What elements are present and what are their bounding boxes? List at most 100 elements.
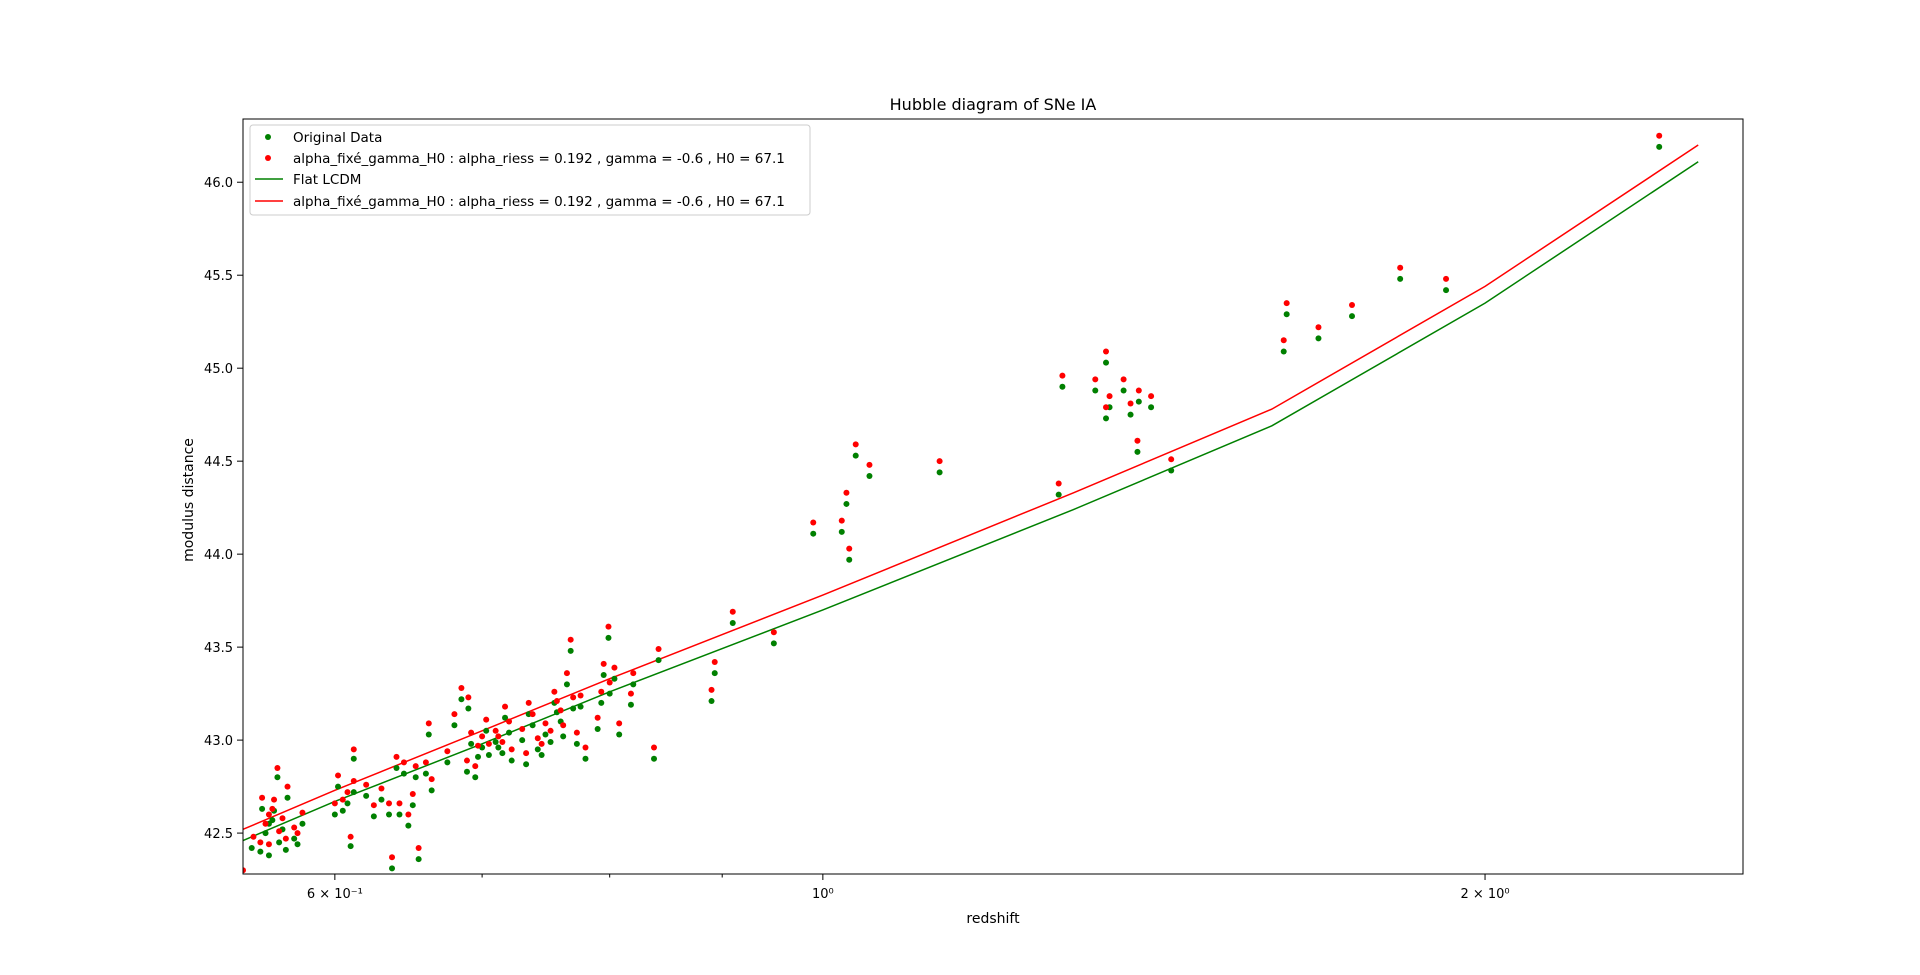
data-point [472, 763, 479, 770]
data-point [350, 789, 357, 796]
data-point [409, 791, 416, 798]
plot-content [243, 132, 1699, 874]
data-point [335, 783, 342, 790]
data-point [866, 461, 873, 468]
data-point [606, 679, 613, 686]
data-point [458, 685, 465, 692]
legend-label-original-data: Original Data [293, 130, 382, 146]
data-point [363, 792, 370, 799]
data-point [1127, 400, 1134, 407]
data-point [499, 750, 506, 757]
data-point [276, 839, 283, 846]
data-point [1168, 467, 1175, 474]
data-point [282, 846, 289, 853]
data-point [711, 670, 718, 677]
y-axis-ticks: 42.5 43.0 43.5 44.0 44.5 45.0 45.5 46.0 [204, 176, 243, 842]
data-point [598, 688, 605, 695]
data-point [339, 807, 346, 814]
data-point [529, 711, 536, 718]
legend-label-alpha-fixe-line: alpha_fixé_gamma_H0 : alpha_riess = 0.19… [293, 194, 785, 210]
data-point [605, 623, 612, 630]
data-point [594, 725, 601, 732]
data-point [492, 738, 499, 745]
data-point [370, 802, 377, 809]
data-point [770, 629, 777, 636]
data-point [479, 733, 486, 740]
data-point [412, 774, 419, 781]
data-point [389, 854, 396, 861]
data-point [468, 740, 475, 747]
alpha-fixe-data-series [243, 132, 1663, 874]
data-point [422, 770, 429, 777]
data-point [547, 727, 554, 734]
data-point [1397, 264, 1404, 271]
data-point [616, 720, 623, 727]
y-tick-label: 45.5 [204, 269, 233, 284]
data-point [483, 727, 490, 734]
data-point [425, 731, 432, 738]
data-point [409, 802, 416, 809]
y-tick-label: 46.0 [204, 176, 233, 191]
data-point [570, 705, 577, 712]
data-point [428, 787, 435, 794]
data-point [729, 608, 736, 615]
data-point [350, 778, 357, 785]
data-point [843, 489, 850, 496]
data-point [347, 843, 354, 850]
data-point [265, 841, 272, 848]
data-point [468, 729, 475, 736]
data-point [262, 830, 269, 837]
data-point [542, 731, 549, 738]
data-point [1103, 404, 1110, 411]
data-point [1135, 398, 1142, 405]
data-point [465, 694, 472, 701]
data-point [259, 794, 266, 801]
data-point [347, 833, 354, 840]
data-point [1134, 437, 1141, 444]
data-point [1120, 376, 1127, 383]
data-point [269, 805, 276, 812]
data-point [483, 716, 490, 723]
data-point [451, 722, 458, 729]
data-point [458, 696, 465, 703]
data-point [1127, 411, 1134, 418]
data-point [335, 772, 342, 779]
flat-lcdm-line [243, 161, 1699, 842]
data-point [465, 705, 472, 712]
legend-label-alpha-fixe-points: alpha_fixé_gamma_H0 : alpha_riess = 0.19… [293, 151, 785, 167]
y-tick-label: 42.5 [204, 827, 233, 842]
data-point [508, 757, 515, 764]
data-point [1148, 404, 1155, 411]
data-point [378, 796, 385, 803]
legend: Original Data alpha_fixé_gamma_H0 : alph… [249, 124, 811, 216]
data-point [630, 670, 637, 677]
data-point [265, 852, 272, 859]
data-point [1315, 335, 1322, 342]
data-point [1148, 393, 1155, 400]
data-point [389, 865, 396, 872]
data-point [567, 636, 574, 643]
data-point [538, 740, 545, 747]
data-point [485, 751, 492, 758]
data-point [1443, 275, 1450, 282]
data-point [600, 672, 607, 679]
data-point [846, 556, 853, 563]
data-point [248, 844, 255, 851]
data-point [852, 441, 859, 448]
data-point [463, 757, 470, 764]
data-point [339, 796, 346, 803]
data-point [605, 634, 612, 641]
data-point [557, 707, 564, 714]
data-point [463, 768, 470, 775]
data-point [265, 811, 272, 818]
data-point [475, 753, 482, 760]
data-point [627, 690, 634, 697]
y-tick-label: 45.0 [204, 362, 233, 377]
data-point [810, 519, 817, 526]
plot-frame [242, 118, 1744, 875]
data-point [350, 755, 357, 762]
data-point [502, 703, 509, 710]
x-tick-label: 6 × 10⁻¹ [307, 887, 363, 902]
data-point [405, 811, 412, 818]
y-tick-label: 43.5 [204, 641, 233, 656]
